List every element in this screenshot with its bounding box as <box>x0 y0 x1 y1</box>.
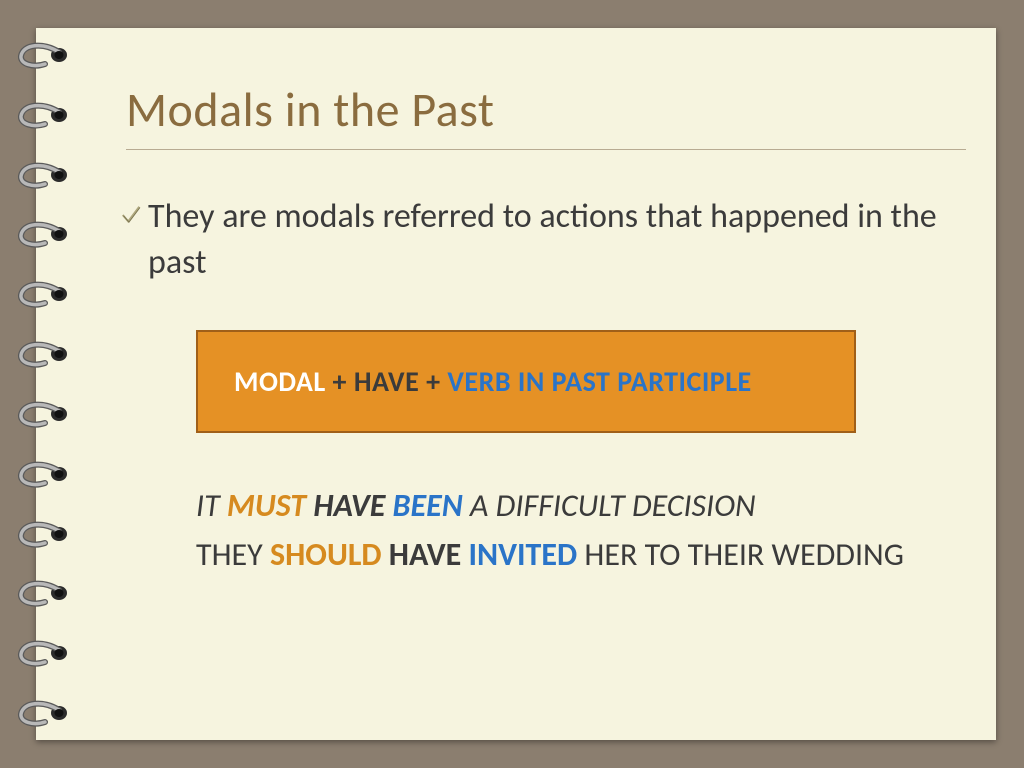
examples: IT MUST HAVE BEEN A DIFFICULT DECISION T… <box>126 481 966 580</box>
ex1-rest: A DIFFICULT DECISION <box>463 486 756 525</box>
ex2-verb: INVITED <box>468 535 577 574</box>
formula-vpp: VERB IN PAST PARTICIPLE <box>447 364 751 399</box>
spiral-ring <box>15 219 71 249</box>
body-line: They are modals referred to actions that… <box>126 194 966 286</box>
formula-have: HAVE <box>354 364 419 399</box>
spiral-ring <box>15 698 71 728</box>
example-2: THEY SHOULD HAVE INVITED HER TO THEIR WE… <box>196 530 966 580</box>
spiral-binding <box>15 40 75 728</box>
spiral-ring <box>15 40 71 70</box>
slide-frame: Modals in the Past They are modals refer… <box>36 28 996 740</box>
ex2-pre: THEY <box>196 535 270 574</box>
slide-content: Modals in the Past They are modals refer… <box>126 80 966 580</box>
title-rule <box>126 149 966 150</box>
formula-modal: MODAL <box>234 364 326 399</box>
spiral-ring <box>15 519 71 549</box>
ex1-pre: IT <box>196 486 227 525</box>
spiral-ring <box>15 459 71 489</box>
ex2-have: HAVE <box>389 535 461 574</box>
ex1-modal: MUST <box>227 486 306 525</box>
ex2-modal: SHOULD <box>270 535 382 574</box>
ex2-rest: HER TO THEIR WEDDING <box>577 535 904 574</box>
spiral-ring <box>15 638 71 668</box>
spiral-ring <box>15 100 71 130</box>
example-1: IT MUST HAVE BEEN A DIFFICULT DECISION <box>196 481 966 531</box>
formula-plus2: + <box>419 364 447 399</box>
formula-box: MODAL + HAVE + VERB IN PAST PARTICIPLE <box>196 330 856 433</box>
spiral-ring <box>15 339 71 369</box>
spiral-ring <box>15 160 71 190</box>
formula-plus1: + <box>326 364 354 399</box>
slide-title: Modals in the Past <box>126 80 966 139</box>
ex1-verb: BEEN <box>393 486 463 525</box>
spiral-ring <box>15 279 71 309</box>
ex1-have: HAVE <box>313 486 385 525</box>
body-line-text: They are modals referred to actions that… <box>148 196 937 283</box>
spiral-ring <box>15 578 71 608</box>
check-icon <box>120 204 142 226</box>
spiral-ring <box>15 399 71 429</box>
